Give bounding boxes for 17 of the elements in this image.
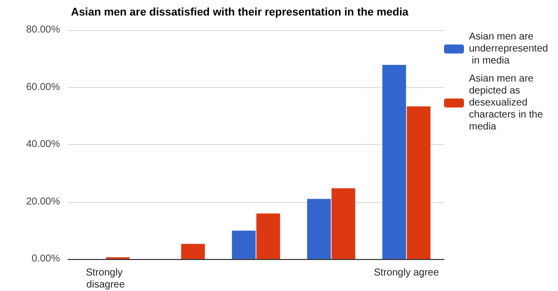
bar <box>181 244 205 259</box>
y-tick-label: 60.00% <box>26 82 60 93</box>
y-tick-label: 0.00% <box>32 254 60 264</box>
y-tick-label: 20.00% <box>26 196 60 208</box>
bar <box>256 213 280 259</box>
y-tick-label: 40.00% <box>26 139 60 150</box>
y-tick-label: 80.00% <box>26 24 60 36</box>
x-tick-label: Strongly disagree <box>86 268 126 290</box>
bar <box>232 230 256 259</box>
x-tick-label: Strongly agree <box>374 268 440 278</box>
chart-title: Asian men are dissatisfied with their representation in the media <box>71 6 410 18</box>
bar <box>382 64 406 259</box>
bar <box>307 198 331 259</box>
bar <box>332 188 356 259</box>
legend-label: Asian men are depicted as desexualized characters in the media <box>469 74 546 132</box>
legend-label: Asian men are underrepresented in media <box>469 32 548 66</box>
bar <box>406 106 430 259</box>
